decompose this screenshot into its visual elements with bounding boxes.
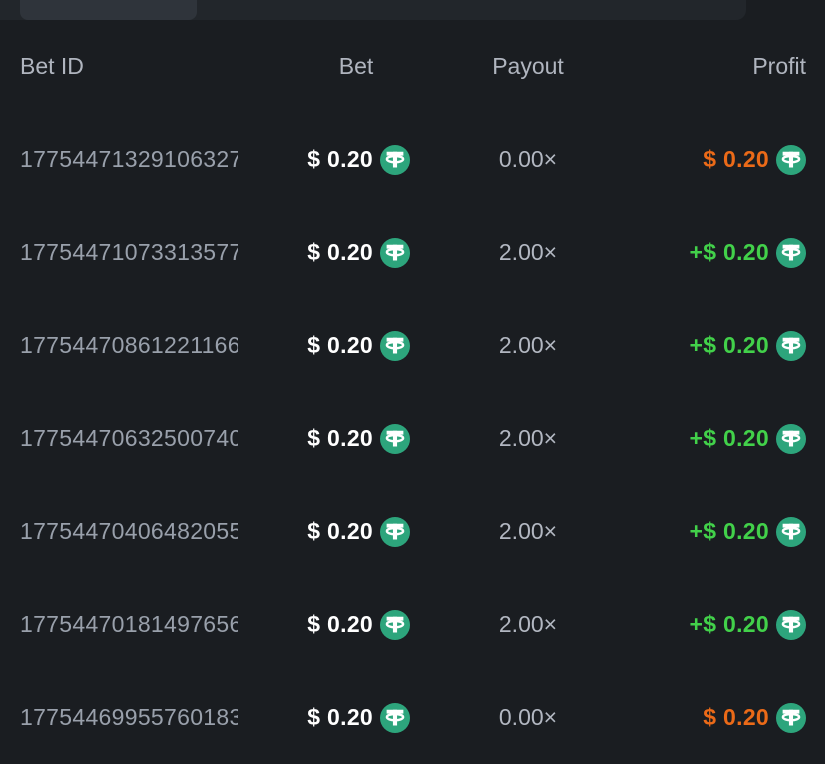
bet-id: 17754470861221166 (20, 332, 238, 358)
bet-amount: $ 0.20 (307, 332, 373, 358)
tether-icon (776, 144, 806, 175)
bet-id: 17754469955760183 (20, 704, 238, 730)
payout-multiplier: 0.00× (498, 704, 558, 730)
table-row[interactable]: 17754471329106327 $ 0.20 0.00× (0, 113, 825, 206)
payout-multiplier: 0.00× (498, 146, 558, 172)
profit-amount: +$ 0.20 (689, 239, 769, 265)
bet-id: 17754470632500740 (20, 425, 238, 451)
profit-amount: +$ 0.20 (689, 518, 769, 544)
bet-id: 17754470181497656 (20, 611, 238, 637)
profit-amount: +$ 0.20 (689, 425, 769, 451)
bet-amount: $ 0.20 (307, 146, 373, 172)
table-body: 17754471329106327 $ 0.20 0.00× (0, 113, 825, 764)
bet-id: 17754471073313577 (20, 239, 238, 265)
table-row[interactable]: 17754469955760183 $ 0.20 0.00× (0, 671, 825, 764)
bet-id: 17754471329106327 (20, 146, 238, 172)
tether-icon (776, 330, 806, 361)
col-header-bet-id: Bet ID (20, 53, 84, 79)
payout-multiplier: 2.00× (498, 611, 558, 637)
table-row[interactable]: 17754471073313577 $ 0.20 2.00× (0, 206, 825, 299)
tether-icon (380, 423, 410, 454)
bet-amount: $ 0.20 (307, 239, 373, 265)
tether-icon (380, 516, 410, 547)
payout-multiplier: 2.00× (498, 239, 558, 265)
table-header: Bet ID Bet Payout Profit (0, 44, 825, 88)
table-row[interactable]: 17754470406482055 $ 0.20 2.00× (0, 485, 825, 578)
profit-amount: $ 0.20 (703, 704, 769, 730)
bet-amount: $ 0.20 (307, 704, 373, 730)
top-panel (0, 0, 746, 20)
bet-amount: $ 0.20 (307, 518, 373, 544)
tether-icon (776, 609, 806, 640)
col-header-profit: Profit (752, 53, 806, 79)
tether-icon (776, 516, 806, 547)
tether-icon (380, 144, 410, 175)
bet-amount: $ 0.20 (307, 425, 373, 451)
tether-icon (380, 237, 410, 268)
tether-icon (776, 702, 806, 733)
col-header-payout: Payout (492, 53, 564, 79)
payout-multiplier: 2.00× (498, 332, 558, 358)
tether-icon (776, 423, 806, 454)
tether-icon (776, 237, 806, 268)
tether-icon (380, 330, 410, 361)
tether-icon (380, 702, 410, 733)
active-tab[interactable] (20, 0, 197, 20)
col-header-bet: Bet (338, 53, 374, 79)
table-row[interactable]: 17754470181497656 $ 0.20 2.00× (0, 578, 825, 671)
table-row[interactable]: 17754470632500740 $ 0.20 2.00× (0, 392, 825, 485)
profit-amount: +$ 0.20 (689, 611, 769, 637)
bet-amount: $ 0.20 (307, 611, 373, 637)
payout-multiplier: 2.00× (498, 425, 558, 451)
profit-amount: $ 0.20 (703, 146, 769, 172)
table-row[interactable]: 17754470861221166 $ 0.20 2.00× (0, 299, 825, 392)
profit-amount: +$ 0.20 (689, 332, 769, 358)
bet-id: 17754470406482055 (20, 518, 238, 544)
tether-icon (380, 609, 410, 640)
payout-multiplier: 2.00× (498, 518, 558, 544)
